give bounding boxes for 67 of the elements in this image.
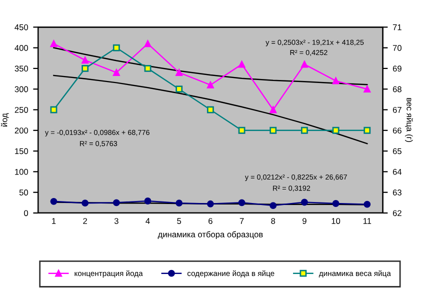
x-tick-label: 11 [363, 218, 372, 224]
point [82, 200, 89, 207]
y2-tick-label: 71 [392, 24, 402, 30]
y2-tick-label: 66 [392, 128, 402, 134]
point [270, 202, 277, 210]
point [300, 126, 308, 134]
y2-tick-label: 67 [392, 106, 402, 113]
point [206, 200, 214, 208]
point [112, 69, 120, 76]
point [364, 86, 371, 93]
point [270, 106, 277, 114]
point [50, 198, 58, 205]
y2-axis-title: вес яйца (г) [405, 98, 413, 142]
point [300, 198, 308, 206]
y-tick-label: 0 [24, 210, 28, 216]
y-tick-label: 450 [14, 24, 28, 30]
y2-tick-label: 68 [392, 86, 402, 92]
point [176, 86, 183, 93]
point [112, 44, 120, 52]
point [238, 60, 246, 68]
y-tick-label: 350 [14, 66, 28, 72]
point [112, 199, 120, 206]
point [332, 126, 340, 134]
point [332, 77, 340, 84]
y-tick-label: 400 [14, 44, 28, 51]
y-tick-label: 150 [15, 148, 28, 154]
y2-tick-label: 64 [392, 168, 402, 175]
x-tick-label: 4 [146, 218, 150, 224]
point [206, 81, 214, 88]
point [270, 126, 277, 134]
point [300, 60, 308, 68]
x-tick-label: 9 [302, 218, 306, 224]
point [82, 56, 89, 64]
point [144, 64, 152, 72]
y2-tick-label: 70 [392, 44, 402, 51]
y2-tick-label: 69 [392, 66, 402, 72]
point [206, 106, 214, 114]
point [144, 198, 152, 204]
x-tick-label: 2 [83, 218, 87, 224]
y2-tick-label: 65 [392, 148, 402, 154]
point [50, 106, 58, 114]
x-axis-title: динамика отбора образцов [158, 231, 263, 240]
point [50, 40, 58, 48]
y-axis-title: йод [0, 113, 9, 126]
point [144, 40, 152, 48]
point [176, 69, 183, 76]
point [332, 200, 340, 207]
y-tick-label: 100 [15, 168, 28, 175]
y2-tick-label: 63 [392, 190, 402, 196]
y-tick-label: 300 [14, 86, 28, 92]
x-tick-label: 3 [114, 218, 118, 224]
y-tick-label: 50 [19, 190, 28, 196]
x-tick-label: 6 [208, 218, 212, 224]
x-tick-label: 5 [177, 218, 182, 224]
y-tick-label: 200 [14, 128, 28, 134]
x-tick-label: 7 [240, 218, 244, 224]
point [82, 64, 89, 72]
y2-tick-label: 62 [392, 210, 402, 216]
x-tick-label: 10 [332, 218, 340, 224]
y-tick-label: 250 [14, 106, 28, 113]
point [238, 199, 246, 206]
x-tick-label: 1 [52, 218, 56, 224]
point [176, 200, 183, 207]
x-tick-label: 8 [271, 218, 276, 224]
point [238, 126, 246, 134]
point [364, 200, 371, 208]
point [364, 126, 371, 134]
